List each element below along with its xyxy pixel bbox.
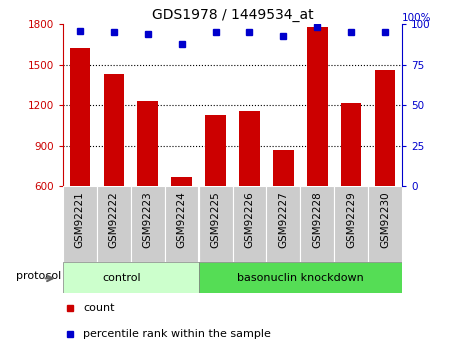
Text: GSM92222: GSM92222 <box>109 191 119 248</box>
Text: percentile rank within the sample: percentile rank within the sample <box>83 329 271 338</box>
Text: GSM92229: GSM92229 <box>346 191 356 248</box>
Bar <box>266 186 300 262</box>
Bar <box>375 70 395 186</box>
Bar <box>97 186 131 262</box>
Text: GSM92223: GSM92223 <box>143 191 153 248</box>
Text: GSM92230: GSM92230 <box>380 191 390 248</box>
Bar <box>138 101 158 186</box>
Bar <box>334 186 368 262</box>
Bar <box>206 115 226 186</box>
Bar <box>273 150 293 186</box>
Text: GSM92224: GSM92224 <box>177 191 186 248</box>
Bar <box>165 186 199 262</box>
Text: basonuclin knockdown: basonuclin knockdown <box>237 273 364 283</box>
Text: control: control <box>103 273 141 283</box>
Title: GDS1978 / 1449534_at: GDS1978 / 1449534_at <box>152 8 313 22</box>
Bar <box>300 186 334 262</box>
Bar <box>63 262 199 293</box>
Bar <box>341 103 361 186</box>
Bar <box>307 27 327 186</box>
Bar <box>70 49 90 186</box>
Bar <box>104 74 124 186</box>
Text: GSM92226: GSM92226 <box>245 191 254 248</box>
Text: GSM92221: GSM92221 <box>75 191 85 248</box>
Bar <box>199 186 232 262</box>
Text: GSM92228: GSM92228 <box>312 191 322 248</box>
Text: GSM92227: GSM92227 <box>279 191 288 248</box>
Text: GSM92225: GSM92225 <box>211 191 220 248</box>
Bar <box>239 111 259 186</box>
Text: count: count <box>83 303 115 313</box>
Text: protocol: protocol <box>16 271 61 281</box>
Bar <box>63 186 97 262</box>
Bar <box>368 186 402 262</box>
Text: 100%: 100% <box>402 12 432 22</box>
Bar <box>131 186 165 262</box>
Bar <box>172 177 192 186</box>
Bar <box>232 186 266 262</box>
Bar <box>199 262 402 293</box>
